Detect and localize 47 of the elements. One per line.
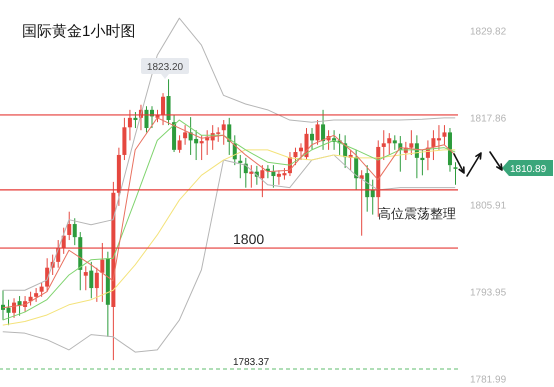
candlestick <box>293 147 298 166</box>
candlestick <box>249 164 254 188</box>
candlestick <box>161 92 166 126</box>
y-tick-label: 1793.95 <box>470 288 507 299</box>
annotation: 1823.20 <box>146 62 184 73</box>
candlestick <box>420 149 424 176</box>
candlestick <box>271 164 276 188</box>
candlestick <box>100 242 104 302</box>
candlestick <box>387 132 392 156</box>
text: 国际黄金1小时图 <box>22 22 136 41</box>
line-series <box>2 154 456 353</box>
ref-line-label: 1800 <box>233 231 264 248</box>
y-tick-label: 1781.99 <box>470 374 507 386</box>
text: 1810.89 <box>510 164 547 175</box>
candlestick <box>40 282 44 298</box>
ref-line-label: 1783.37 <box>233 357 270 368</box>
candlestick <box>310 128 314 150</box>
candlestick <box>133 112 138 129</box>
y-tick-label: 1817.86 <box>470 114 507 125</box>
candlestick <box>453 162 458 186</box>
candlestick <box>260 164 264 198</box>
candlestick <box>67 211 72 241</box>
y-tick-label: 1829.82 <box>470 26 507 38</box>
candlestick <box>84 266 88 291</box>
candlestick <box>382 130 386 161</box>
candlestick <box>128 109 132 141</box>
candlestick <box>72 218 77 246</box>
candlestick <box>89 261 94 299</box>
candlestick <box>12 298 16 318</box>
candlestick <box>18 296 22 316</box>
candlestick <box>222 120 226 146</box>
candlestick <box>321 109 326 150</box>
candlestick <box>34 288 38 302</box>
y-tick-label: 1805.91 <box>470 200 507 212</box>
candlestick <box>94 267 99 302</box>
annotation: 高位震荡整理 <box>378 206 456 221</box>
candlestick <box>409 130 414 156</box>
candlestick <box>392 134 397 150</box>
line-series <box>2 149 456 326</box>
candlestick <box>178 134 182 154</box>
candlestick <box>442 124 446 146</box>
candlestick <box>200 134 204 161</box>
candlestick <box>316 120 320 146</box>
candlestick <box>238 154 242 179</box>
candlestick <box>183 124 188 146</box>
candlestick <box>227 117 232 156</box>
line-series <box>2 18 456 291</box>
